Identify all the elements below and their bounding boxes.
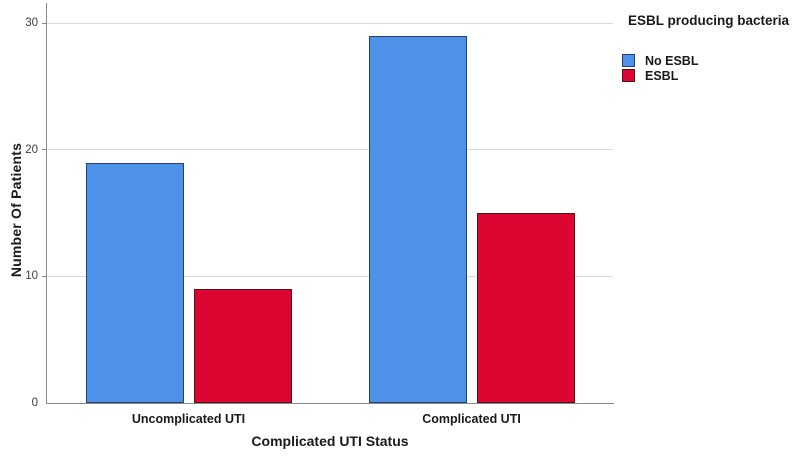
bar-no-esbl-uncomplicated-uti (85, 162, 184, 403)
legend-label: ESBL (645, 68, 679, 83)
legend-items: No ESBL ESBL (622, 53, 789, 83)
y-tick-mark (42, 275, 47, 277)
y-tick-mark (42, 22, 47, 24)
x-category-label-complicated-uti: Complicated UTI (422, 412, 521, 426)
x-category-label-uncomplicated-uti: Uncomplicated UTI (131, 412, 246, 426)
legend-item-no-esbl: No ESBL (622, 53, 789, 68)
x-axis-title: Complicated UTI Status (251, 433, 409, 449)
x-axis-line (46, 403, 614, 404)
bar-esbl-complicated-uti (476, 213, 575, 403)
legend: ESBL producing bacteria No ESBL ESBL (622, 12, 789, 83)
legend-title: ESBL producing bacteria (628, 13, 790, 28)
legend-swatch-no-esbl (622, 54, 635, 67)
y-axis-line (46, 3, 47, 404)
y-tick-label: 20 (25, 143, 38, 156)
gridline-10 (47, 275, 613, 277)
bar-no-esbl-complicated-uti (368, 35, 467, 403)
y-tick-label: 10 (25, 270, 38, 283)
gridline-30 (47, 22, 613, 24)
y-tick-mark (42, 149, 47, 151)
y-axis-tick-labels: 0 10 20 30 (0, 3, 40, 409)
gridline-20 (47, 149, 613, 151)
y-tick-label: 30 (25, 17, 38, 30)
y-axis-tick-marks (42, 3, 47, 403)
y-tick-label: 0 (31, 397, 38, 409)
x-axis-category-labels: Uncomplicated UTI Complicated UTI (47, 412, 613, 428)
legend-item-esbl: ESBL (622, 68, 789, 83)
legend-swatch-esbl (622, 69, 635, 82)
bar-esbl-uncomplicated-uti (193, 289, 292, 403)
legend-label: No ESBL (645, 53, 699, 68)
plot-area (47, 3, 613, 403)
